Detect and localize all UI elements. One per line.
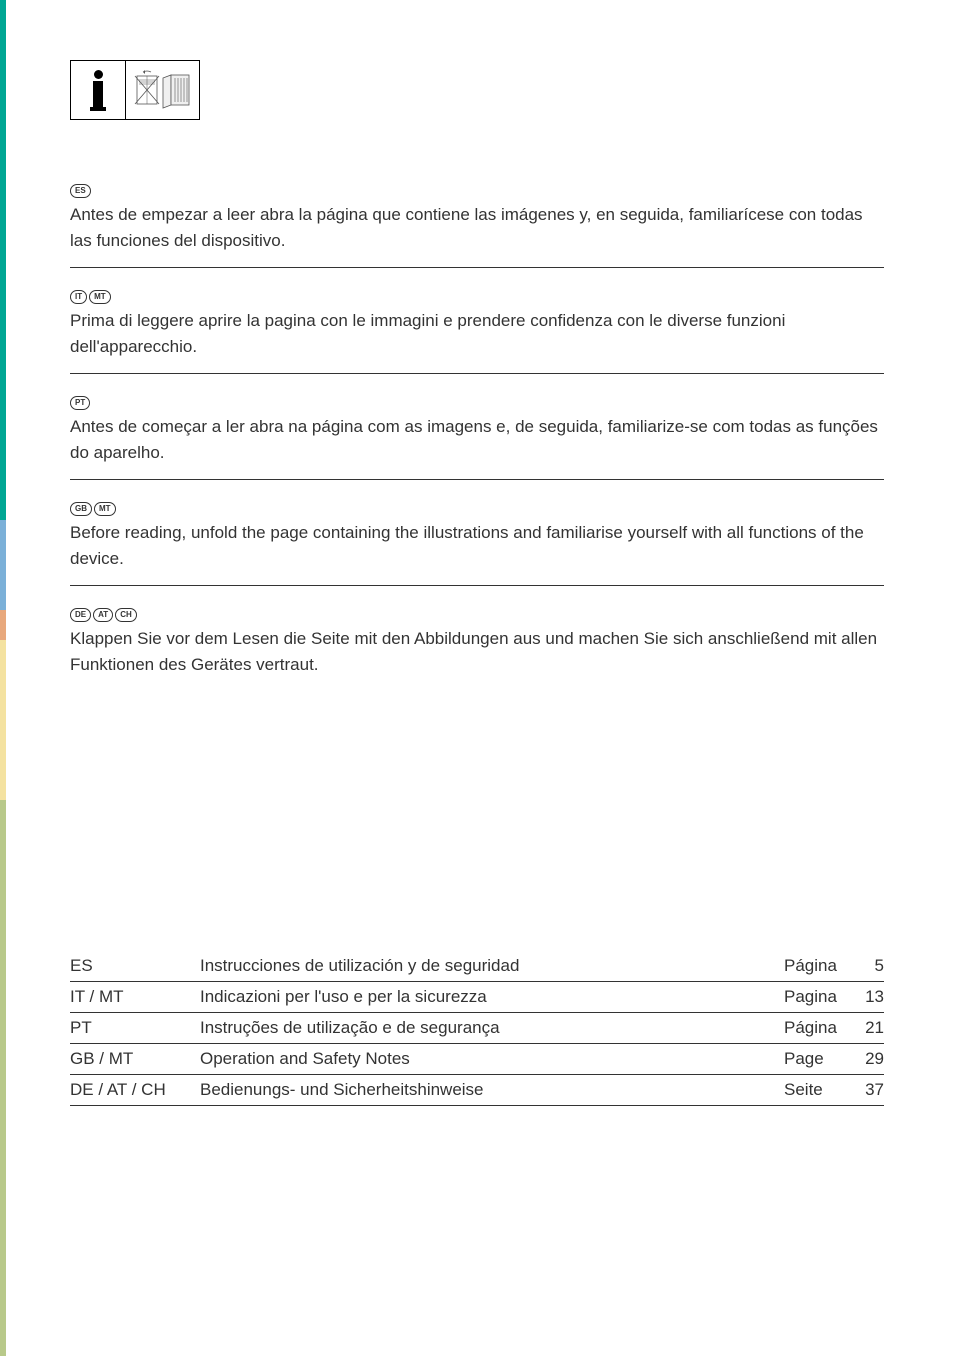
country-badge: MT	[94, 502, 116, 516]
language-section: PT Antes de começar a ler abra na página …	[70, 392, 884, 480]
country-badge: AT	[93, 608, 113, 622]
left-color-stripe	[0, 0, 6, 1356]
stripe-segment	[0, 800, 6, 1356]
toc-page-number: 5	[849, 956, 884, 976]
instruction-text: Antes de empezar a leer abra la página q…	[70, 202, 884, 253]
country-badge: CH	[115, 608, 137, 622]
toc-country-code: PT	[70, 1018, 200, 1038]
toc-page-number: 13	[849, 987, 884, 1007]
language-section: ES Antes de empezar a leer abra la página…	[70, 180, 884, 268]
toc-row: DE / AT / CHBedienungs- und Sicherheitsh…	[70, 1075, 884, 1106]
stripe-segment	[0, 640, 6, 800]
language-section: ITMT Prima di leggere aprire la pagina co…	[70, 286, 884, 374]
toc-title: Instrucciones de utilización y de seguri…	[200, 956, 784, 976]
info-icon	[71, 61, 126, 119]
instruction-text: Klappen Sie vor dem Lesen die Seite mit …	[70, 626, 884, 677]
toc-title: Operation and Safety Notes	[200, 1049, 784, 1069]
country-badge: ES	[70, 184, 91, 198]
foldout-book-icon	[126, 61, 199, 119]
language-section: GBMT Before reading, unfold the page cont…	[70, 498, 884, 586]
toc-page-label: Página	[784, 956, 849, 976]
stripe-segment	[0, 610, 6, 640]
country-badge: MT	[89, 290, 111, 304]
country-badge: GB	[70, 502, 92, 516]
toc-country-code: ES	[70, 956, 200, 976]
instruction-text: Before reading, unfold the page containi…	[70, 520, 884, 571]
country-badge: IT	[70, 290, 87, 304]
language-section: DEATCH Klappen Sie vor dem Lesen die Seit…	[70, 604, 884, 691]
toc-title: Instruções de utilização e de segurança	[200, 1018, 784, 1038]
stripe-segment	[0, 0, 6, 520]
toc-title: Indicazioni per l'uso e per la sicurezza	[200, 987, 784, 1007]
toc-page-number: 37	[849, 1080, 884, 1100]
stripe-segment	[0, 520, 6, 610]
instruction-text: Antes de começar a ler abra na página co…	[70, 414, 884, 465]
toc-page-number: 21	[849, 1018, 884, 1038]
toc-page-label: Página	[784, 1018, 849, 1038]
language-badges: GBMT	[70, 498, 884, 516]
language-badges: ES	[70, 180, 884, 198]
toc-row: IT / MTIndicazioni per l'uso e per la si…	[70, 982, 884, 1013]
instruction-text: Prima di leggere aprire la pagina con le…	[70, 308, 884, 359]
toc-page-label: Pagina	[784, 987, 849, 1007]
language-badges: ITMT	[70, 286, 884, 304]
toc-title: Bedienungs- und Sicherheitshinweise	[200, 1080, 784, 1100]
country-badge: PT	[70, 396, 90, 410]
toc-country-code: GB / MT	[70, 1049, 200, 1069]
toc-page-label: Seite	[784, 1080, 849, 1100]
language-badges: DEATCH	[70, 604, 884, 622]
toc-page-number: 29	[849, 1049, 884, 1069]
toc-row: GB / MTOperation and Safety NotesPage29	[70, 1044, 884, 1075]
toc-country-code: DE / AT / CH	[70, 1080, 200, 1100]
toc-page-label: Page	[784, 1049, 849, 1069]
table-of-contents: ESInstrucciones de utilización y de segu…	[70, 951, 884, 1106]
country-badge: DE	[70, 608, 91, 622]
toc-row: PTInstruções de utilização e de seguranç…	[70, 1013, 884, 1044]
toc-country-code: IT / MT	[70, 987, 200, 1007]
toc-row: ESInstrucciones de utilización y de segu…	[70, 951, 884, 982]
language-badges: PT	[70, 392, 884, 410]
info-icon-box	[70, 60, 200, 120]
